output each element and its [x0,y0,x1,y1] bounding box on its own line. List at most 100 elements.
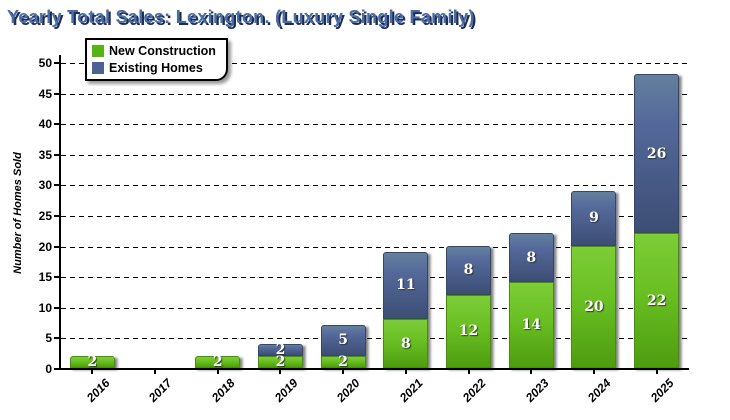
y-tick-label: 0 [45,362,52,376]
value-label: 2 [275,341,286,358]
legend-swatch-icon [92,44,104,57]
value-label: 12 [458,323,479,340]
x-tick [592,370,595,374]
value-label: 26 [646,145,667,162]
gridline-45 [61,93,688,95]
plot-area: 2 2 2 2 5 2 11 8 8 12 8 14 9 20 26 22 [61,63,688,369]
x-tick [91,370,94,374]
y-tick-label: 25 [38,209,52,223]
gridline-40 [61,124,688,126]
y-axis-line [59,55,61,370]
x-tick-label-2016: 2016 [83,376,113,405]
y-tick-label: 40 [38,117,52,132]
y-tick [54,184,60,187]
value-label: 11 [396,277,416,294]
value-label: 14 [521,317,541,334]
y-tick [54,306,60,309]
gridline-30 [61,185,688,187]
x-tick-label-2021: 2021 [396,376,426,405]
segment-existing-2025: 26 [634,74,680,234]
value-label: 2 [212,353,223,370]
gridline-10 [61,307,688,309]
y-tick-label: 50 [38,56,52,70]
x-axis-line [59,368,689,370]
x-tick-label-2024: 2024 [585,376,614,405]
segment-new-2020: 2 [320,353,366,370]
value-label: 8 [400,335,411,352]
bar-2023: 8 14 [508,233,554,368]
y-tick [54,368,60,370]
x-tick-label-2023: 2023 [522,376,552,405]
value-label: 5 [338,332,349,349]
y-tick [54,62,60,64]
value-label: 2 [275,353,286,370]
segment-existing-2021: 11 [383,251,429,320]
segment-existing-2019: 2 [257,341,303,358]
legend-label: New Construction [109,43,216,58]
segment-new-2019: 2 [257,353,303,370]
gridline-15 [61,277,688,279]
bar-2016: 2 [69,353,115,370]
chart-title: Yearly Total Sales: Lexington. (Luxury S… [7,7,475,27]
legend-item-1: Existing Homes [92,59,216,76]
x-tick [154,370,157,374]
y-tick [54,276,60,279]
x-tick-label-2018: 2018 [208,376,238,405]
x-tick [655,370,658,374]
gridline-25 [61,216,688,217]
segment-existing-2022: 8 [446,245,492,295]
legend-swatch-icon [92,61,104,74]
y-tick [54,215,60,217]
segment-new-2023: 14 [508,282,554,368]
segment-new-2025: 22 [634,233,680,368]
segment-existing-2020: 5 [320,325,366,356]
bar-2022: 8 12 [446,245,492,368]
x-tick [530,370,533,374]
segment-new-2021: 8 [383,319,429,368]
segment-existing-2023: 8 [508,233,554,283]
segment-new-2016: 2 [69,353,115,370]
gridline-50 [61,63,688,64]
x-tick-label-2022: 2022 [459,376,489,405]
value-label: 22 [646,292,667,309]
x-tick [216,370,219,374]
y-tick-label: 35 [38,147,52,162]
legend-item-0: New Construction [92,42,216,59]
x-tick [404,370,407,374]
value-label: 2 [338,353,349,370]
value-label: 8 [526,249,537,266]
y-tick [54,153,60,156]
bar-2018: 2 [195,353,241,370]
value-label: 2 [87,353,98,370]
segment-new-2024: 20 [571,245,617,368]
x-tick [342,370,345,374]
segment-existing-2024: 9 [571,190,617,246]
y-tick-label: 20 [38,239,52,254]
y-tick [54,245,60,248]
x-tick-label-2020: 2020 [334,376,364,405]
gridline-20 [61,246,688,248]
x-tick-label-2017: 2017 [146,376,175,405]
y-tick [54,92,60,95]
value-label: 9 [589,210,599,227]
legend-label: Existing Homes [109,60,203,75]
segment-new-2022: 12 [446,294,492,368]
x-tick [279,370,282,374]
gridline-5 [61,338,688,340]
bar-2021: 11 8 [383,251,429,368]
value-label: 8 [463,262,474,279]
y-tick-label: 10 [38,300,52,315]
y-tick-label: 30 [38,178,52,193]
x-tick [467,370,470,374]
bar-2025: 26 22 [634,74,680,368]
segment-new-2018: 2 [195,353,241,370]
x-tick-label-2019: 2019 [271,376,301,405]
value-label: 20 [584,298,604,315]
legend: New Construction Existing Homes [85,38,228,81]
y-tick-label: 15 [38,270,52,285]
x-tick-label-2025: 2025 [647,376,677,405]
gridline-35 [61,154,688,156]
